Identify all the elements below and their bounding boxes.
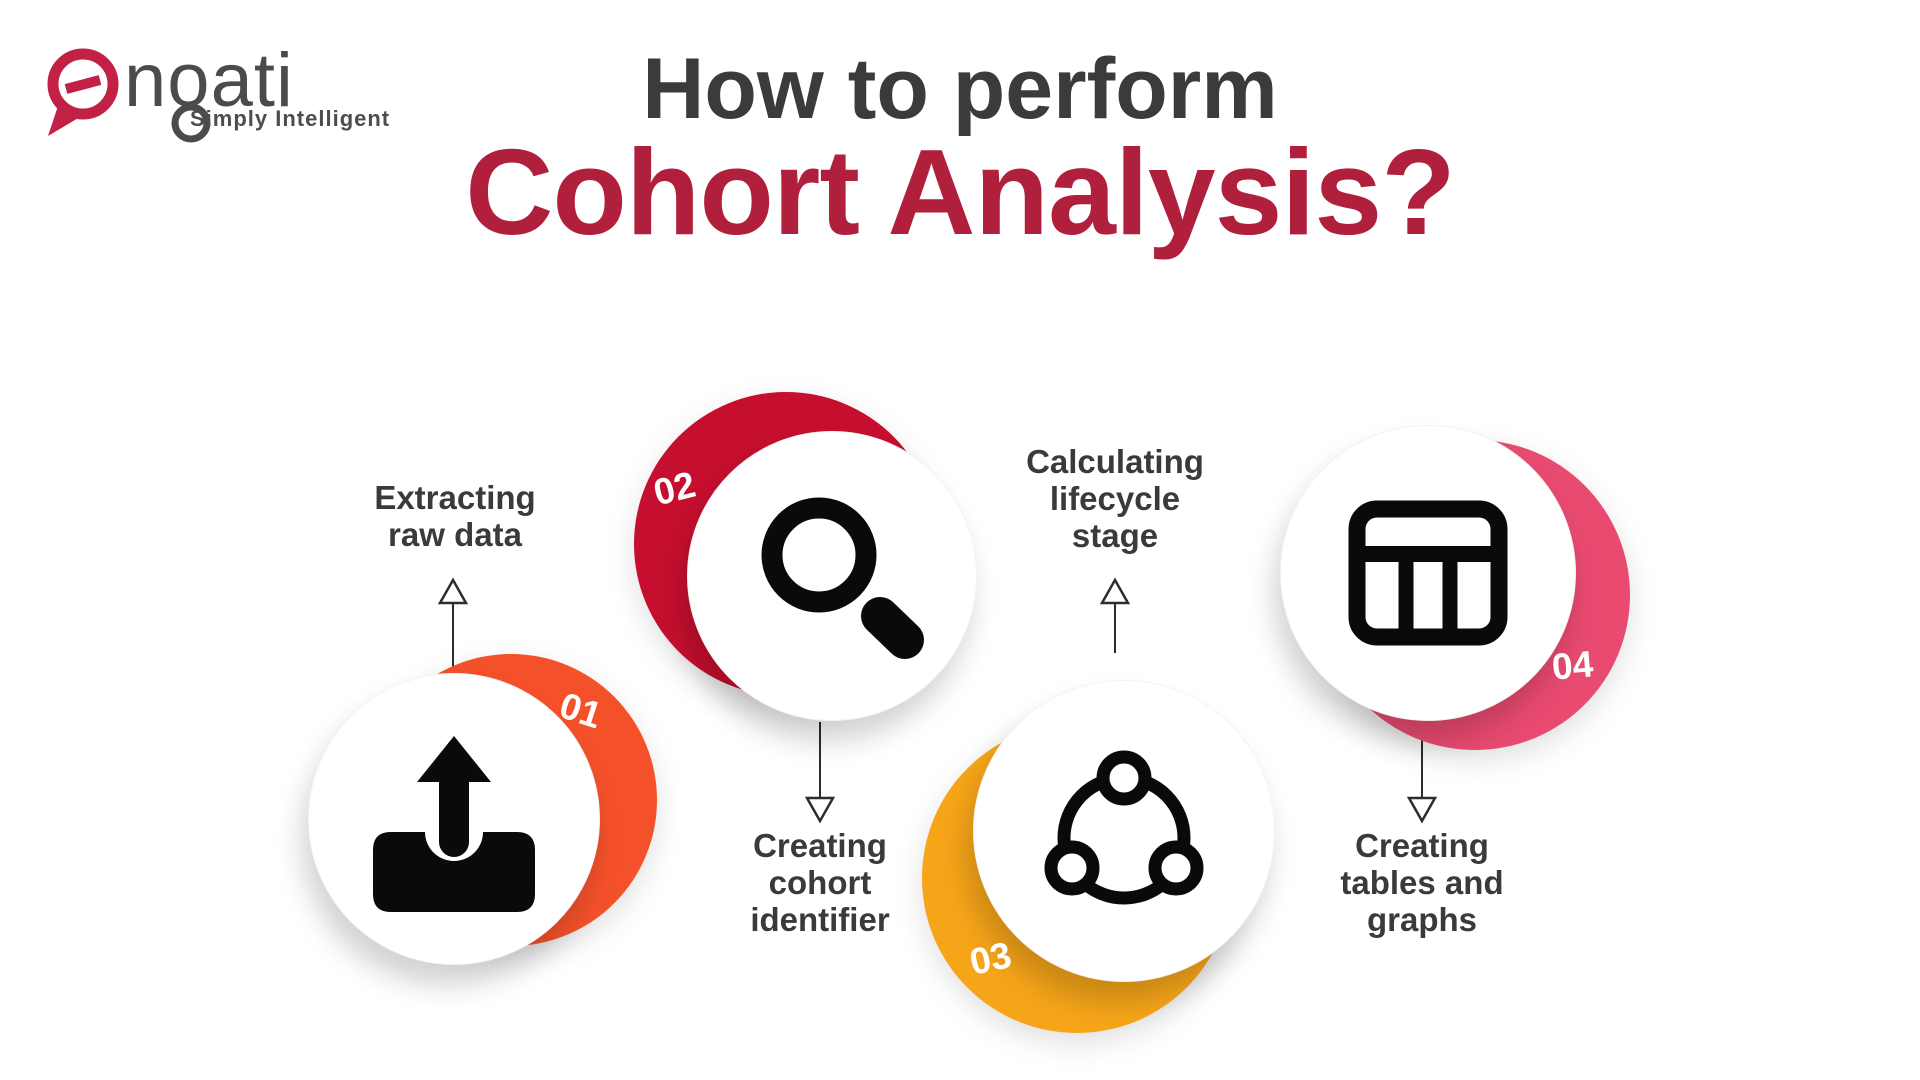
upload-tray-icon — [373, 736, 535, 912]
brand-letters-ati: ati — [210, 38, 294, 123]
brand-letter-n: n — [124, 38, 168, 123]
engati-e-icon — [47, 48, 119, 136]
step-03-number: 03 — [966, 934, 1015, 983]
arrow-down-connector-2 — [804, 722, 836, 824]
brand-wordmark: n o ati — [124, 38, 294, 143]
engati-logo: n o ati Simply Intelligent — [40, 30, 400, 160]
page-title-line2: Cohort Analysis? — [465, 124, 1456, 260]
step-04-label: Creating tables and graphs — [1340, 827, 1504, 938]
brand-letter-g: o — [167, 38, 211, 143]
share-network-icon — [1044, 750, 1204, 905]
step-04-number: 04 — [1550, 643, 1595, 688]
step-02-icon-circle — [687, 431, 977, 721]
step-01-icon-circle — [308, 673, 600, 965]
magnifier-icon — [761, 497, 924, 659]
arrow-up-connector-3 — [1099, 577, 1131, 653]
step-03-label: Calculating lifecycle stage — [1026, 443, 1204, 554]
step-02-label: Creating cohort identifier — [750, 827, 890, 938]
g-descender-ring-icon — [171, 103, 211, 143]
page-title-line1: How to perform — [642, 41, 1278, 137]
arrow-up-connector-1 — [437, 577, 469, 673]
step-03-icon-circle — [973, 680, 1275, 982]
step-01-label: Extracting raw data — [374, 479, 536, 553]
table-icon — [1348, 500, 1508, 646]
brand-tagline: Simply Intelligent — [190, 106, 391, 131]
step-04-icon-circle — [1280, 425, 1576, 721]
